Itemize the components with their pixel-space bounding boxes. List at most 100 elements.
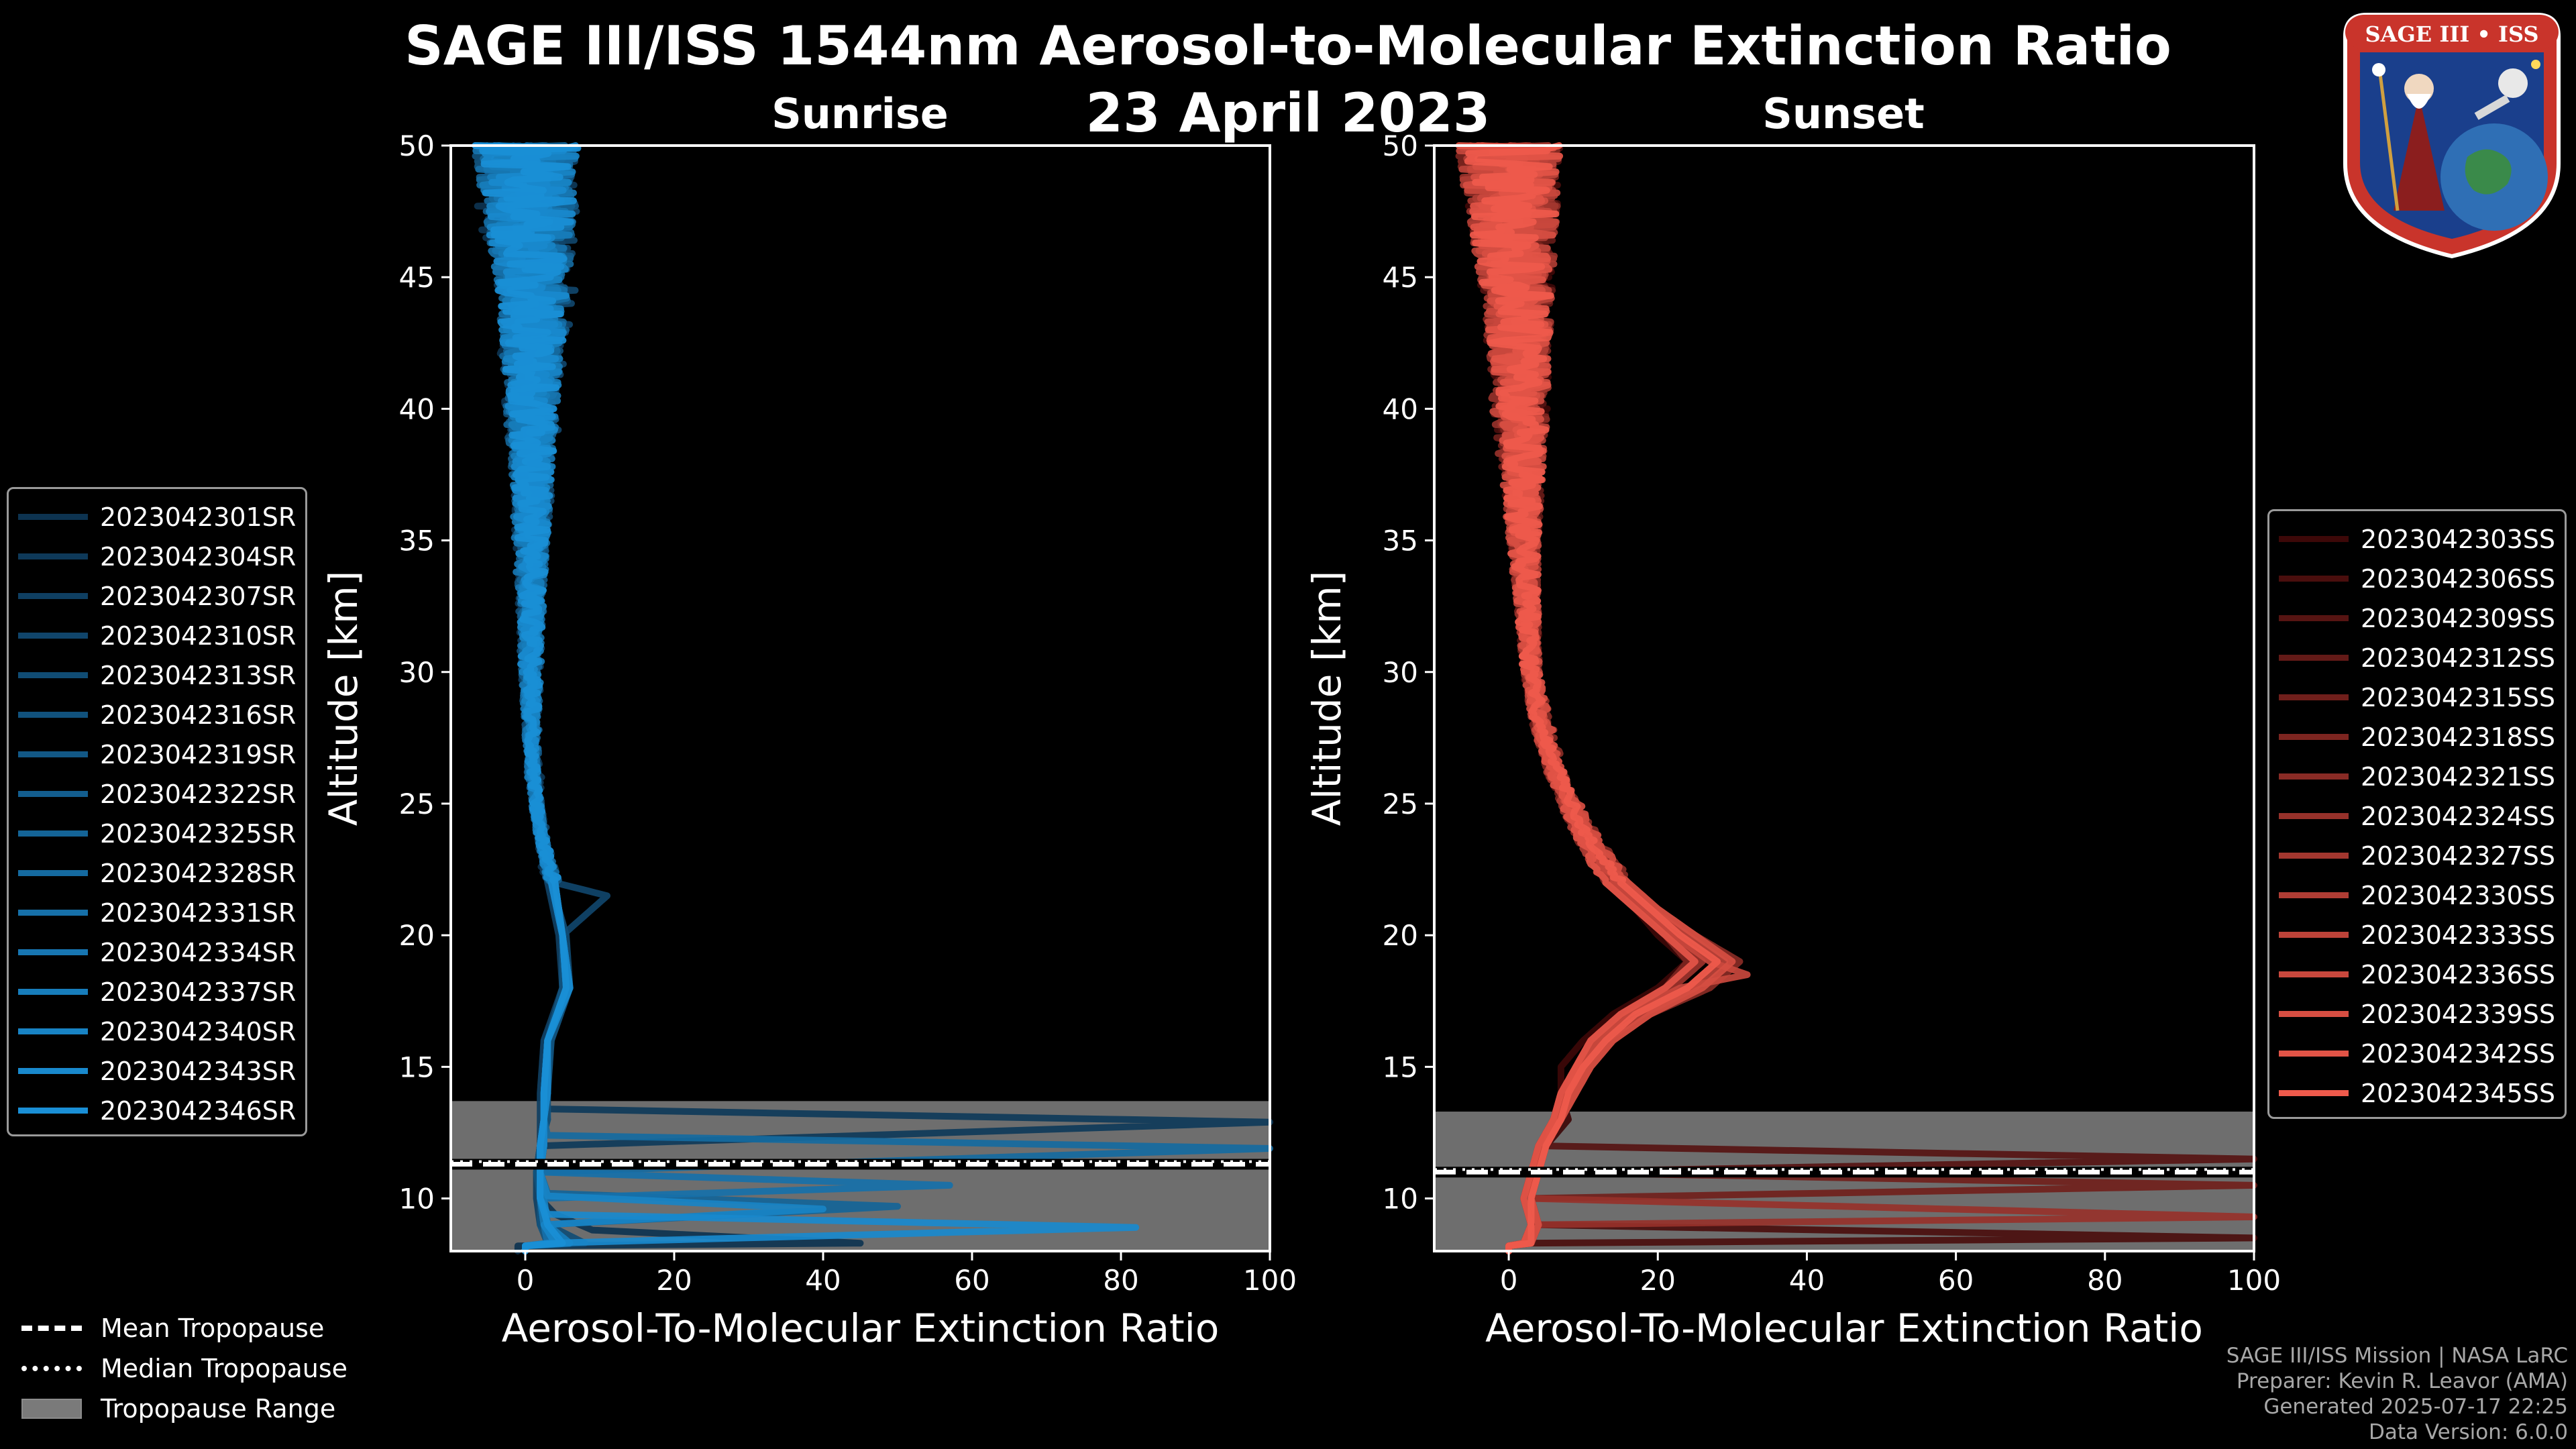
staff-icon xyxy=(2378,73,2400,211)
ss-legend-item: 2023042321SS xyxy=(2279,757,2555,796)
ss-legend-item: 2023042333SS xyxy=(2279,915,2555,955)
ss-y-tick-label: 15 xyxy=(1383,1051,1418,1083)
legend-label: 2023042328SR xyxy=(100,858,297,888)
legend-label: 2023042312SS xyxy=(2361,643,2556,673)
legend-swatch xyxy=(18,949,88,955)
legend-label: 2023042342SS xyxy=(2361,1038,2556,1069)
legend-swatch xyxy=(2279,1090,2349,1096)
sr-legend-item: 2023042331SR xyxy=(18,893,296,932)
iss-icon xyxy=(2474,95,2510,120)
legend-label: 2023042330SS xyxy=(2361,880,2556,910)
ss-x-tick-label: 20 xyxy=(1640,1264,1676,1297)
sr-legend-item: 2023042334SR xyxy=(18,932,296,972)
sr-legend-item: 2023042346SR xyxy=(18,1091,296,1130)
legend-swatch xyxy=(2279,1011,2349,1017)
legend-label: 2023042339SS xyxy=(2361,999,2556,1029)
ss-legend-item: 2023042327SS xyxy=(2279,836,2555,875)
legend-label: 2023042306SS xyxy=(2361,564,2556,594)
sunset-subtitle: Sunset xyxy=(1762,89,1925,138)
sr-legend-item: 2023042340SR xyxy=(18,1012,296,1051)
ss-legend-item: 2023042315SS xyxy=(2279,678,2555,717)
legend-label: 2023042316SR xyxy=(100,700,297,730)
ss-legend-item: 2023042306SS xyxy=(2279,559,2555,598)
sr-legend-item: 2023042316SR xyxy=(18,695,296,735)
ss-plot-frame xyxy=(1433,144,2255,1252)
sr-legend-item: 2023042301SR xyxy=(18,497,296,537)
legend-swatch xyxy=(18,989,88,995)
legend-swatch xyxy=(2279,853,2349,859)
legend-swatch xyxy=(18,1068,88,1074)
logo-name: SAGE III • ISS xyxy=(2365,21,2539,47)
legend-label: 2023042337SR xyxy=(100,977,297,1007)
ss-legend-item: 2023042309SS xyxy=(2279,598,2555,638)
legend-label: 2023042307SR xyxy=(100,581,297,611)
sr-legend-item: 2023042322SR xyxy=(18,774,296,814)
sr-y-tick-label: 10 xyxy=(399,1183,435,1216)
legend-swatch xyxy=(2279,813,2349,819)
sr-legend-item: 2023042319SR xyxy=(18,735,296,774)
legend-swatch xyxy=(2279,1051,2349,1057)
ss-legend-item: 2023042312SS xyxy=(2279,638,2555,678)
sr-y-tick-label: 30 xyxy=(399,656,435,689)
sr-series-line xyxy=(476,142,1273,1254)
sage-iii-mission-patch-icon: SAGE III • ISS xyxy=(2343,13,2561,259)
legend-label: 2023042325SR xyxy=(100,818,297,849)
legend-swatch xyxy=(18,1028,88,1034)
sr-x-tick-label: 60 xyxy=(954,1264,989,1297)
ss-y-tick-label: 20 xyxy=(1383,919,1418,952)
sr-y-tick-label: 40 xyxy=(399,392,435,425)
continent-shape xyxy=(2465,149,2512,195)
ss-legend-item: 2023042342SS xyxy=(2279,1034,2555,1073)
ss-y-tick-label: 25 xyxy=(1383,788,1418,820)
legend-label: 2023042313SR xyxy=(100,660,297,690)
sr-y-tick-label: 45 xyxy=(399,261,435,294)
ss-x-tick-label: 40 xyxy=(1789,1264,1825,1297)
legend-label: 2023042343SR xyxy=(100,1056,297,1086)
legend-label: 2023042309SS xyxy=(2361,603,2556,633)
legend-swatch xyxy=(2279,734,2349,740)
legend-label: 2023042331SR xyxy=(100,898,297,928)
ss-x-tick-label: 0 xyxy=(1500,1264,1518,1297)
ss-y-tick-label: 10 xyxy=(1383,1183,1418,1216)
legend-label: 2023042336SS xyxy=(2361,959,2556,989)
ss-legend-item: 2023042318SS xyxy=(2279,717,2555,757)
sr-legend-item: 2023042304SR xyxy=(18,537,296,576)
legend-swatch xyxy=(18,553,88,559)
legend-swatch xyxy=(2279,694,2349,700)
legend-label: 2023042324SS xyxy=(2361,801,2556,831)
legend-swatch xyxy=(2279,576,2349,582)
legend-label: 2023042318SS xyxy=(2361,722,2556,752)
credits-line: Generated 2025-07-17 22:25 xyxy=(2263,1395,2568,1419)
legend-swatch xyxy=(18,514,88,520)
range-swatch xyxy=(21,1399,82,1419)
legend-swatch xyxy=(2279,536,2349,542)
legend-label: 2023042334SR xyxy=(100,937,297,967)
ss-y-tick-label: 30 xyxy=(1383,656,1418,689)
legend-swatch xyxy=(18,672,88,678)
ss-series-line xyxy=(1464,142,1721,1254)
ss-x-tick-label: 60 xyxy=(1938,1264,1974,1297)
sr-legend-item: 2023042325SR xyxy=(18,814,296,853)
legend-swatch xyxy=(18,830,88,837)
ss-legend-item: 2023042339SS xyxy=(2279,994,2555,1034)
credits-block: SAGE III/ISS Mission | NASA LaRC Prepare… xyxy=(2226,1343,2568,1445)
legend-label: Mean Tropopause xyxy=(101,1313,325,1343)
sr-x-tick-label: 40 xyxy=(805,1264,841,1297)
legend-label: 2023042345SS xyxy=(2361,1078,2556,1108)
sr-y-tick-label: 50 xyxy=(399,129,435,162)
legend-swatch xyxy=(18,910,88,916)
ss-legend-item: 2023042303SS xyxy=(2279,519,2555,559)
ss-y-tick-label: 50 xyxy=(1383,129,1418,162)
sr-legend-item: 2023042343SR xyxy=(18,1051,296,1091)
sr-x-tick-label: 80 xyxy=(1103,1264,1138,1297)
ss-series-line xyxy=(1467,142,2257,1254)
legend-swatch xyxy=(18,1108,88,1114)
figure-robe xyxy=(2394,95,2445,211)
legend-label: Tropopause Range xyxy=(101,1394,336,1424)
sr-series-line xyxy=(480,142,1140,1254)
ss-x-tick-label: 100 xyxy=(2227,1264,2281,1297)
credits-line: Preparer: Kevin R. Leavor (AMA) xyxy=(2236,1369,2568,1393)
sr-x-axis-label: Aerosol-To-Molecular Extinction Ratio xyxy=(502,1305,1220,1351)
legend-label: 2023042340SR xyxy=(100,1016,297,1046)
